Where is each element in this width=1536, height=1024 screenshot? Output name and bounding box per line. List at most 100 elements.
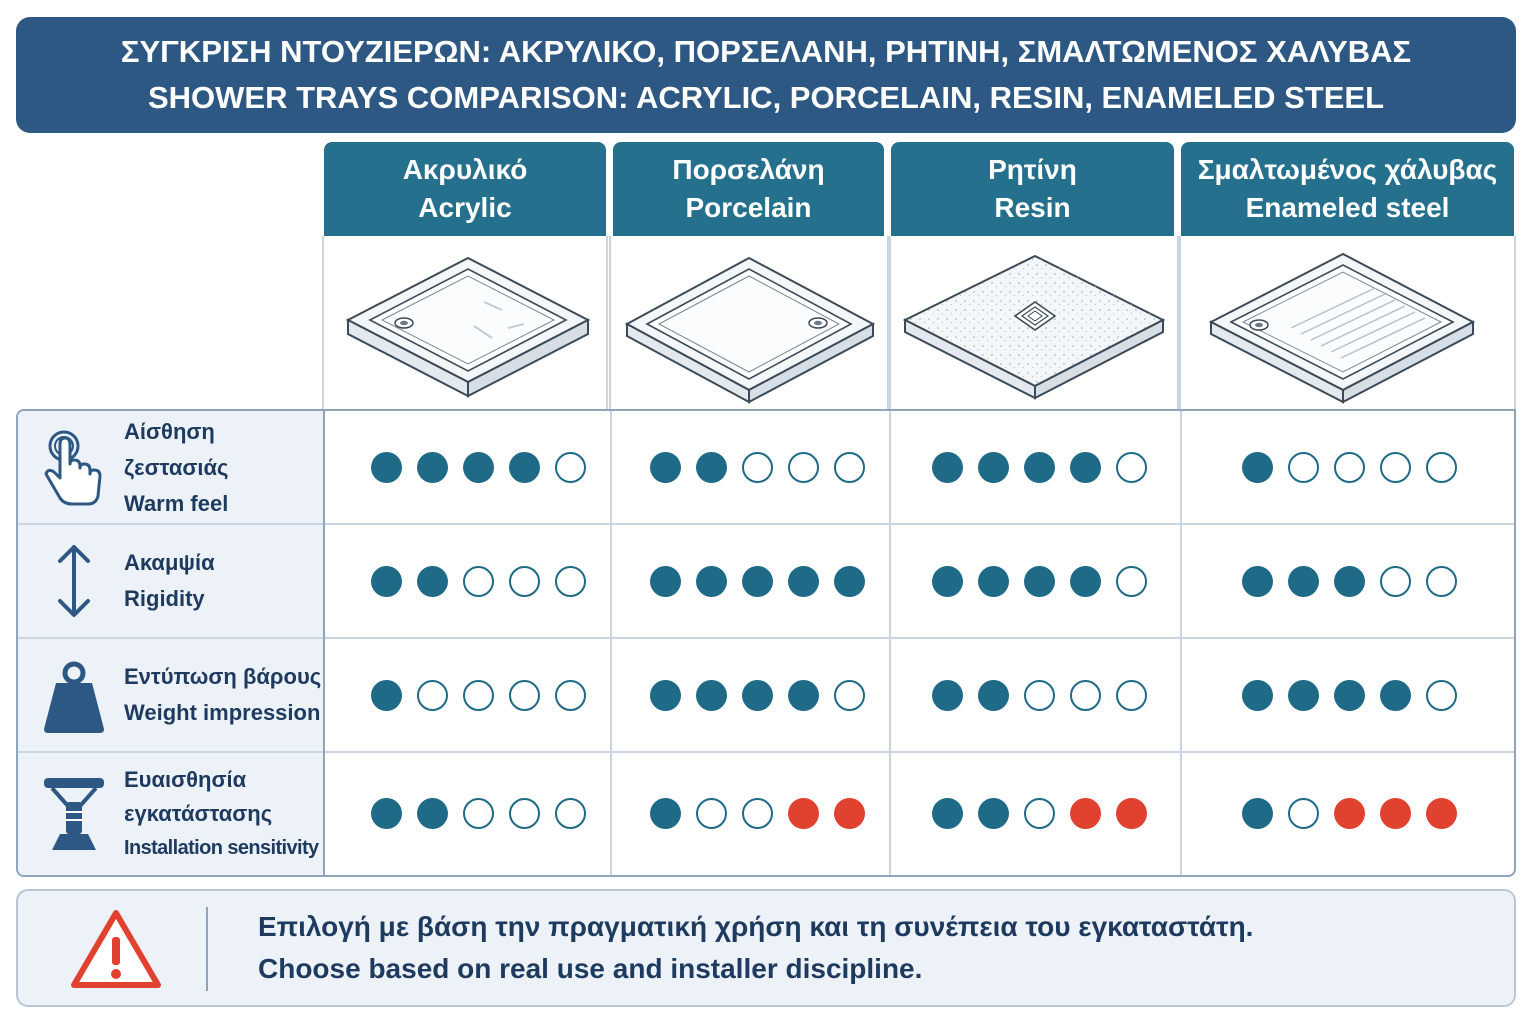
acrylic-tray-illustration	[322, 236, 608, 412]
row-label: Αίσθηση ζεστασιάς Warm feel	[18, 411, 324, 524]
rating-dot-empty	[787, 452, 819, 483]
rating-dot-empty	[508, 680, 540, 711]
rating-dot-filled	[695, 680, 727, 711]
rating-dot-red	[1379, 798, 1411, 829]
rating-dot-filled	[416, 452, 448, 483]
rating-dot-empty	[416, 680, 448, 711]
rating-dot-empty	[1287, 452, 1319, 483]
rating-dot-empty	[554, 798, 586, 829]
rating-dot-empty	[462, 680, 494, 711]
rating-dot-filled	[833, 566, 865, 597]
adjustable-foot-icon	[44, 777, 104, 850]
rating-dots	[1234, 798, 1464, 829]
footer-note: Επιλογή με βάση την πραγματική χρήση και…	[16, 889, 1516, 1007]
rating-dot-filled	[370, 566, 402, 597]
rating-dots	[363, 680, 593, 711]
row-rigidity: Ακαμψία Rigidity	[18, 524, 1514, 638]
resin-tray-illustration	[889, 236, 1179, 412]
rating-dot-filled	[649, 452, 681, 483]
rating-dot-empty	[695, 798, 727, 829]
rating-dot-filled	[977, 452, 1009, 483]
porcelain-tray-illustration	[609, 236, 889, 412]
rating-dot-filled	[649, 798, 681, 829]
column-header-acrylic: Ακρυλικό Acrylic	[324, 142, 606, 236]
rating-dot-empty	[741, 452, 773, 483]
column-header-enameled-steel: Σμαλτωμένος χάλυβας Enameled steel	[1181, 142, 1514, 236]
rating-dot-empty	[1379, 452, 1411, 483]
title-greek: ΣΥΓΚΡΙΣΗ ΝΤΟΥΖΙΕΡΩΝ: ΑΚΡΥΛΙΚΟ, ΠΟΡΣΕΛΑΝΗ…	[120, 34, 1412, 69]
title-english: SHOWER TRAYS COMPARISON: ACRYLIC, PORCEL…	[147, 80, 1385, 115]
rating-dots	[363, 452, 593, 483]
rating-dot-red	[1115, 798, 1147, 829]
footer-text-greek: Επιλογή με βάση την πραγματική χρήση και…	[258, 911, 1254, 942]
rating-dot-filled	[1069, 566, 1101, 597]
column-divider	[323, 411, 325, 875]
rating-dot-filled	[931, 680, 963, 711]
column-label-greek: Πορσελάνη	[672, 154, 825, 185]
rating-dot-empty	[554, 566, 586, 597]
column-label-english: Resin	[994, 192, 1071, 223]
rating-dots	[1234, 566, 1464, 597]
rating-dot-red	[1425, 798, 1457, 829]
rating-dot-empty	[833, 452, 865, 483]
rating-dot-filled	[462, 452, 494, 483]
rating-dot-empty	[741, 798, 773, 829]
rating-dot-filled	[1023, 566, 1055, 597]
rating-dot-filled	[1241, 680, 1273, 711]
rating-dot-empty	[1379, 566, 1411, 597]
column-label-greek: Ακρυλικό	[402, 154, 528, 185]
rating-dot-empty	[1425, 452, 1457, 483]
rating-dot-filled	[370, 798, 402, 829]
rating-dots	[642, 452, 872, 483]
column-label-greek: Σμαλτωμένος χάλυβας	[1197, 154, 1498, 185]
row-label: Ευαισθησία εγκατάστασης Installation sen…	[18, 752, 324, 875]
rating-dot-filled	[370, 680, 402, 711]
rating-dot-filled	[1069, 452, 1101, 483]
rating-dot-filled	[977, 798, 1009, 829]
row-label-greek-line-2: εγκατάστασης	[124, 800, 273, 826]
row-label-greek: Ακαμψία	[124, 550, 215, 575]
rating-dot-empty	[1287, 798, 1319, 829]
rating-dot-empty	[1333, 452, 1365, 483]
rating-dot-filled	[931, 798, 963, 829]
rating-dot-filled	[741, 680, 773, 711]
rating-dot-empty	[1023, 798, 1055, 829]
rating-dot-empty	[1115, 452, 1147, 483]
rating-dot-empty	[462, 566, 494, 597]
rating-dot-empty	[508, 566, 540, 597]
rating-dot-empty	[554, 680, 586, 711]
rating-dot-filled	[416, 798, 448, 829]
rating-dots	[363, 798, 593, 829]
rating-dot-filled	[649, 566, 681, 597]
footer-text-english: Choose based on real use and installer d…	[258, 953, 923, 984]
rating-dots	[924, 566, 1154, 597]
rating-dots	[1234, 680, 1464, 711]
row-label-english: Weight impression	[124, 700, 321, 725]
rating-dot-empty	[1425, 680, 1457, 711]
rating-dot-filled	[1287, 680, 1319, 711]
rating-dot-filled	[787, 680, 819, 711]
rating-dot-empty	[833, 680, 865, 711]
rating-dot-filled	[1241, 798, 1273, 829]
column-divider	[610, 411, 612, 875]
column-label-english: Enameled steel	[1245, 192, 1450, 223]
rating-dots	[642, 798, 872, 829]
rating-dots	[924, 680, 1154, 711]
rating-dot-filled	[977, 566, 1009, 597]
row-label: Εντύπωση βάρους Weight impression	[18, 638, 324, 752]
column-label-greek: Ρητίνη	[988, 154, 1077, 185]
row-divider	[18, 751, 1514, 753]
row-label-english: Installation sensitivity	[124, 836, 319, 859]
rating-dot-filled	[1379, 680, 1411, 711]
column-label-english: Porcelain	[685, 192, 812, 223]
row-weight-impression: Εντύπωση βάρους Weight impression	[18, 638, 1514, 752]
row-label-english: Rigidity	[124, 586, 205, 611]
rating-dot-filled	[370, 452, 402, 483]
rating-dots	[924, 798, 1154, 829]
rating-dot-filled	[931, 566, 963, 597]
column-divider	[1180, 411, 1182, 875]
row-warm-feel: Αίσθηση ζεστασιάς Warm feel	[18, 411, 1514, 524]
rating-dot-red	[1069, 798, 1101, 829]
rating-dot-empty	[1425, 566, 1457, 597]
rating-dot-filled	[787, 566, 819, 597]
